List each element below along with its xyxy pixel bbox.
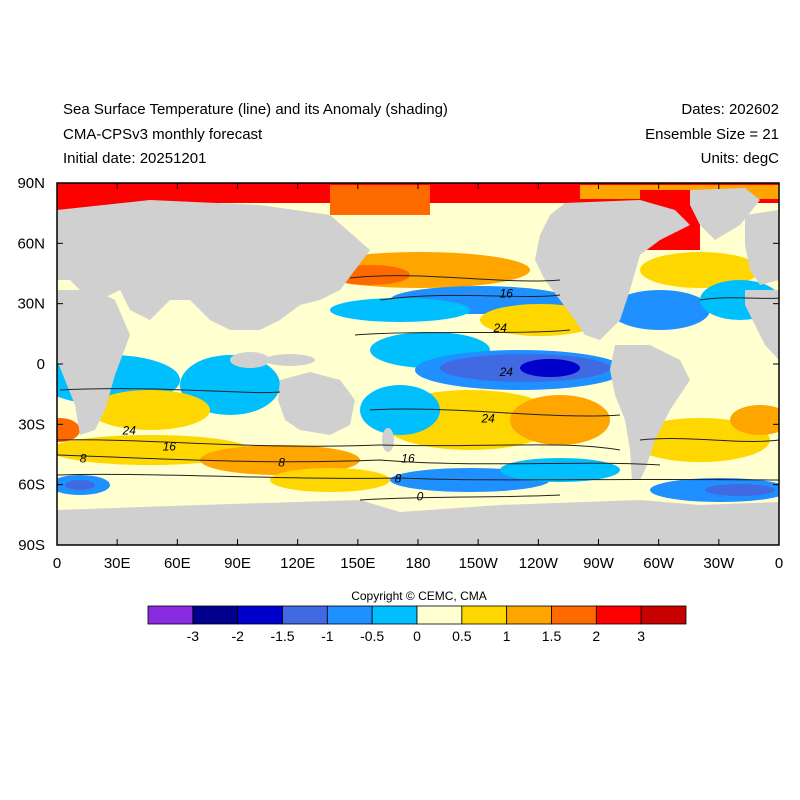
colorbar-box [147, 605, 194, 625]
colorbar-box [416, 605, 463, 625]
contour-label: 24 [122, 423, 137, 437]
lat-tick-label: 30S [18, 416, 45, 433]
contour-label: 0 [417, 490, 424, 504]
lon-tick-label: 180 [405, 555, 430, 572]
colorbar-box [595, 605, 642, 625]
lon-tick-label: 30W [703, 555, 735, 572]
colorbar-label: -3 [187, 628, 200, 644]
lon-tick-label: 60E [164, 555, 191, 572]
lat-tick-label: 60S [18, 477, 45, 494]
lon-tick-label: 150E [340, 555, 375, 572]
contour-label: 16 [401, 452, 415, 466]
lat-tick-label: 30N [17, 296, 45, 313]
lon-tick-label: 0 [775, 555, 783, 572]
lat-tick-label: 90S [18, 537, 45, 554]
colorbar-box [371, 605, 418, 625]
contour-label: 24 [493, 321, 508, 335]
units-label: Units: degC [700, 150, 779, 167]
lat-tick-label: 90N [17, 175, 45, 192]
lon-tick-label: 0 [53, 555, 61, 572]
lon-tick-label: 60W [643, 555, 675, 572]
contour-label: 8 [80, 452, 87, 466]
colorbar-box [551, 605, 597, 625]
title-line-3: Initial date: 20251201 [63, 150, 207, 167]
colorbar-label: 3 [637, 628, 645, 644]
contour-label: 8 [395, 472, 402, 486]
longitude-ticks: 0 30E 60E 90E 120E 150E 180 150W 120W 90W 60W 30W 0 [53, 183, 783, 572]
contour-labels: 16 24 24 24 24 16 8 8 16 8 0 [80, 287, 514, 504]
contour-label: 16 [163, 439, 177, 453]
lon-tick-label: 90W [583, 555, 615, 572]
contour-label: 8 [278, 456, 285, 470]
land-masses [57, 188, 779, 545]
lon-tick-label: 120W [519, 555, 559, 572]
contour-label: 16 [500, 287, 514, 301]
colorbar-label: -1 [321, 628, 334, 644]
lat-tick-label: 60N [17, 235, 45, 252]
sst-contours [57, 275, 779, 501]
colorbar-box [461, 605, 508, 625]
title-line-2: CMA-CPSv3 monthly forecast [63, 126, 263, 143]
latitude-ticks: 90N 60N 30N 0 30S 60S 90S [17, 175, 779, 554]
colorbar-label: 1.5 [542, 628, 562, 644]
colorbar-label: -0.5 [360, 628, 384, 644]
lon-tick-label: 90E [224, 555, 251, 572]
lon-tick-label: 120E [280, 555, 315, 572]
dates-label: Dates: 202602 [681, 101, 779, 118]
contour-label: 24 [499, 365, 514, 379]
contour-label: 24 [481, 411, 496, 425]
lat-tick-label: 0 [37, 356, 45, 373]
colorbar-label: 2 [592, 628, 600, 644]
colorbar: -3 -2 -1.5 -1 -0.5 0 0.5 1 1.5 2 3 [147, 605, 687, 644]
colorbar-box [640, 605, 687, 625]
lon-tick-label: 30E [104, 555, 131, 572]
colorbar-box [237, 605, 283, 625]
colorbar-label: 0 [413, 628, 421, 644]
ensemble-size-label: Ensemble Size = 21 [645, 126, 779, 143]
colorbar-box [192, 605, 239, 625]
map-plot-area: 16 24 24 24 24 16 8 8 16 8 0 [57, 183, 779, 545]
lon-tick-label: 150W [459, 555, 499, 572]
colorbar-box [506, 605, 552, 625]
colorbar-label: 1 [503, 628, 511, 644]
colorbar-box [326, 605, 373, 625]
colorbar-label: -2 [231, 628, 244, 644]
colorbar-label: 0.5 [452, 628, 472, 644]
title-line-1: Sea Surface Temperature (line) and its A… [63, 101, 448, 118]
colorbar-label: -1.5 [270, 628, 294, 644]
copyright-text: Copyright © CEMC, CMA [351, 589, 487, 603]
colorbar-box [282, 605, 328, 625]
